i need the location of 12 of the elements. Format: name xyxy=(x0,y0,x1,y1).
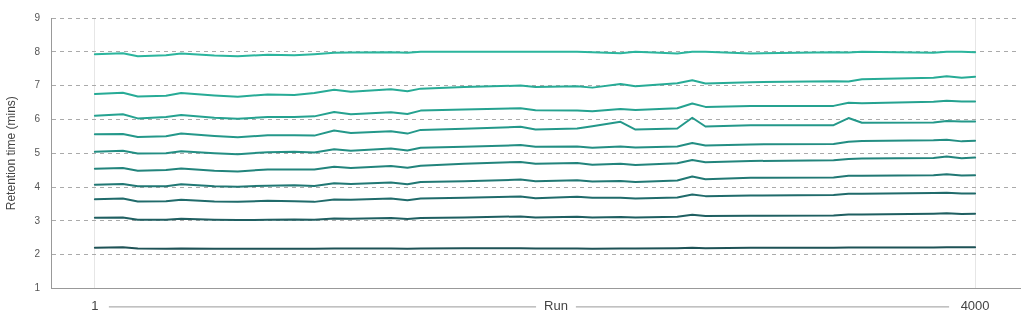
y-tick-label: 4 xyxy=(34,180,41,192)
y-axis-title: Retention time (mins) xyxy=(3,96,18,211)
y-tick-label: 3 xyxy=(34,214,41,226)
y-tick-label: 9 xyxy=(34,11,41,23)
y-tick-label: 6 xyxy=(34,113,41,125)
y-tick-label: 7 xyxy=(34,79,41,91)
x-axis-title: Run xyxy=(544,297,568,313)
y-tick-label: 2 xyxy=(34,248,41,260)
y-tick-label: 5 xyxy=(34,146,41,158)
y-tick-label: 1 xyxy=(34,282,41,294)
x-tick-label: 4000 xyxy=(960,297,990,313)
y-tick-label: 8 xyxy=(34,45,41,57)
